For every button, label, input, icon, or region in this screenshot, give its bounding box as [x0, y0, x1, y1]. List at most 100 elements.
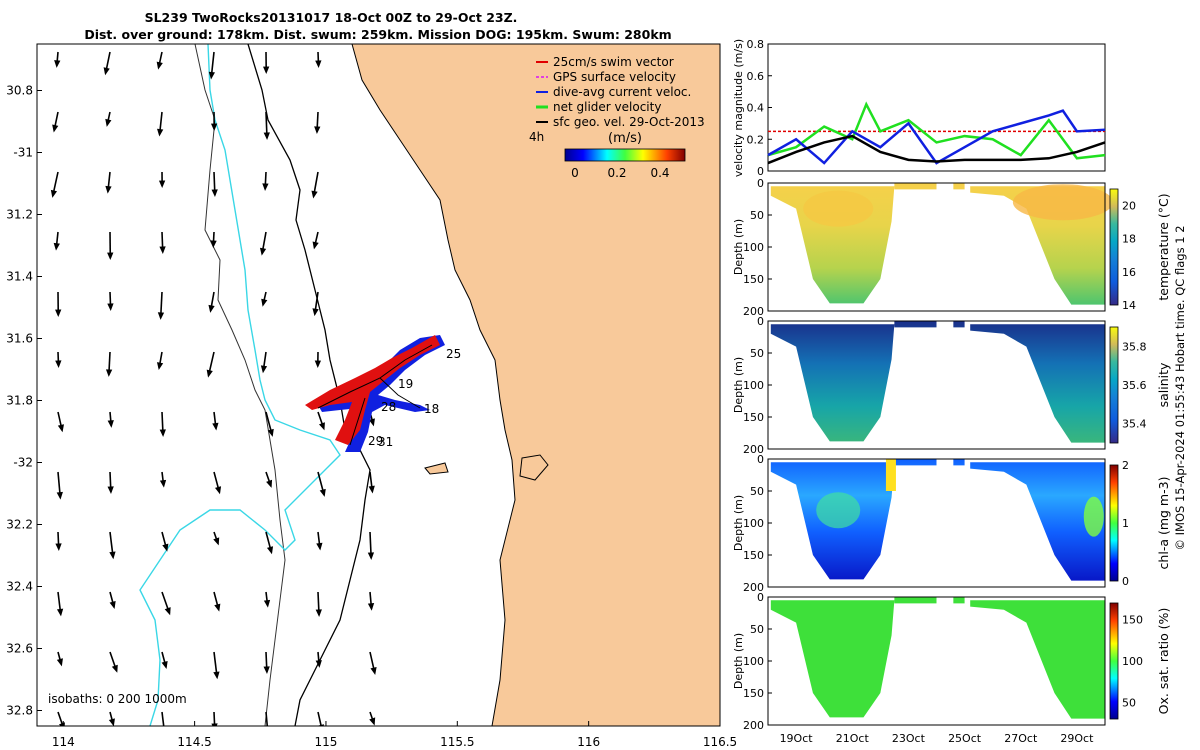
section-colorbar — [1109, 188, 1119, 306]
section-colorbar — [1109, 464, 1119, 582]
section-y-tick-label: 200 — [743, 719, 764, 732]
section-y-tick-label: 100 — [743, 517, 764, 530]
colorbar-units: (m/s) — [608, 131, 642, 146]
map-y-tick-label: 31.4 — [6, 270, 33, 284]
map-x-tick-label: 115.5 — [440, 735, 474, 749]
map-y-tick-label: 30.8 — [6, 84, 33, 98]
colorbar-tick: 0.4 — [650, 166, 669, 180]
map-x-axis: 114 114.5 115 115.5 116 116.5 — [52, 721, 737, 749]
velocity-y-axis: 0 0.2 0.4 0.6 0.8 — [747, 38, 772, 178]
velocity-panel: 0 0.2 0.4 0.6 0.8 velocity magnitude (m/s) — [732, 38, 1106, 178]
velocity-arrowhead — [263, 132, 270, 140]
section-panel: 0 50 100 150 200 Depth (m) 14 16 18 20 temperature… — [732, 177, 1171, 318]
velocity-arrowhead — [263, 66, 270, 75]
section-panel: 0 50 100 150 200 Depth (m) 35.4 35.6 35.8 salinit… — [732, 315, 1171, 456]
velocity-series-line — [767, 134, 1106, 165]
map-y-tick-label: -32 — [13, 456, 33, 470]
section-y-tick-label: 50 — [750, 623, 764, 636]
section-colorbar-tick: 35.4 — [1122, 418, 1147, 431]
velocity-y-tick-label: 0.6 — [747, 70, 765, 83]
velocity-arrowhead — [266, 546, 274, 555]
legend-label: GPS surface velocity — [553, 70, 676, 84]
velocity-arrowhead — [162, 730, 166, 735]
section-colorbar-tick: 16 — [1122, 266, 1136, 279]
section-y-tick-label: 0 — [757, 453, 764, 466]
velocity-arrowhead — [54, 60, 61, 68]
section-ylabel: Depth (m) — [732, 219, 745, 275]
isobaths-label: isobaths: 0 200 1000m — [48, 692, 187, 706]
velocity-arrowhead — [56, 491, 63, 500]
velocity-arrowhead — [105, 185, 112, 194]
velocity-arrowhead — [213, 671, 220, 680]
map-x-tick-label: 115 — [315, 735, 338, 749]
velocity-arrowhead — [57, 424, 64, 433]
velocity-arrowhead — [107, 303, 114, 312]
section-colorbar-tick: 35.8 — [1122, 340, 1147, 353]
time-tick-label: 21Oct — [836, 732, 870, 745]
velocity-y-tick-label: 0.4 — [747, 102, 765, 115]
section-y-tick-label: 100 — [743, 379, 764, 392]
velocity-arrowhead — [368, 418, 375, 427]
section-ylabel: Depth (m) — [732, 495, 745, 551]
velocity-arrowhead — [105, 118, 112, 127]
velocity-arrowhead — [312, 241, 319, 250]
map-x-tick-label: 114 — [52, 735, 75, 749]
track-red-swath — [305, 335, 440, 445]
section-data-fill — [770, 597, 1105, 719]
section-variable-label: salinity — [1156, 362, 1171, 407]
velocity-arrowhead — [55, 360, 62, 369]
map-panel: 25 19 28 18 29 31 30.8 -31 31.2 31.4 31.6 31.… — [6, 43, 737, 749]
velocity-arrow — [161, 711, 165, 726]
isobath-200m — [139, 44, 341, 726]
velocity-arrowhead — [261, 298, 268, 307]
time-step-label: 4h — [529, 130, 544, 144]
velocity-arrowhead — [319, 488, 326, 497]
velocity-series — [767, 101, 1106, 165]
section-chl-patch — [816, 492, 861, 529]
section-ylabel: Depth (m) — [732, 633, 745, 689]
section-y-tick-label: 50 — [750, 485, 764, 498]
land-mass — [351, 44, 720, 726]
velocity-arrowhead — [159, 246, 166, 254]
section-y-tick-label: 150 — [743, 687, 764, 700]
velocity-arrowhead — [211, 723, 218, 726]
section-colorbar-tick: 18 — [1122, 233, 1136, 246]
velocity-arrowhead — [314, 360, 322, 369]
map-x-tick-label: 114.5 — [177, 735, 211, 749]
section-colorbar-tick: 1 — [1122, 517, 1129, 530]
section-variable-label: chl-a (mg m-3) — [1156, 477, 1171, 570]
velocity-arrowhead — [159, 429, 166, 437]
velocity-arrowhead — [367, 552, 375, 560]
velocity-axes — [767, 43, 1106, 172]
time-tick-label: 25Oct — [948, 732, 982, 745]
section-variable-label: temperature (°C) — [1156, 193, 1171, 300]
day-label: 18 — [424, 402, 439, 416]
velocity-arrow-field — [50, 51, 377, 735]
map-y-tick-label: 32.8 — [6, 704, 33, 718]
velocity-arrowhead — [212, 422, 219, 431]
time-tick-label: 19Oct — [780, 732, 814, 745]
velocity-arrowhead — [208, 304, 215, 313]
velocity-arrowhead — [107, 486, 114, 494]
velocity-arrowhead — [213, 537, 220, 546]
velocity-arrowhead — [311, 190, 318, 199]
day-label: 29 — [368, 434, 383, 448]
velocity-arrowhead — [210, 240, 217, 248]
map-legend: 25cm/s swim vector GPS surface velocity … — [529, 55, 705, 180]
section-y-tick-label: 50 — [750, 209, 764, 222]
map-y-axis: 30.8 -31 31.2 31.4 31.6 31.8 -32 32.2 32.4 32.6 32… — [6, 84, 42, 718]
section-y-tick-label: 100 — [743, 655, 764, 668]
velocity-arrowhead — [314, 126, 321, 134]
section-warm-patch — [803, 190, 874, 227]
section-colorbar — [1109, 602, 1119, 720]
velocity-arrowhead — [369, 717, 376, 726]
legend-label: sfc geo. vel. 29-Oct-2013 — [553, 115, 705, 129]
velocity-arrowhead — [210, 123, 218, 132]
section-colorbar — [1109, 326, 1119, 444]
map-y-tick-label: -31 — [13, 146, 33, 160]
map-x-tick-label: 116.5 — [703, 735, 737, 749]
velocity-y-tick-label: 0 — [757, 165, 764, 178]
footer-note: © IMOS 15-Apr-2024 01:55:43 Hobart time.… — [1173, 225, 1187, 550]
velocity-y-tick-label: 0.2 — [747, 133, 765, 146]
